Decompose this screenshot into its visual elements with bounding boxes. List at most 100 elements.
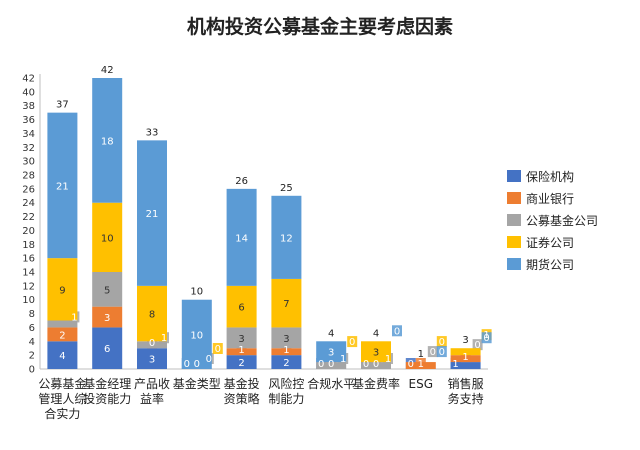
- bar-value-label: 0: [215, 344, 221, 355]
- x-category-label: 投资能力: [83, 391, 131, 406]
- bar-segment: [271, 355, 302, 369]
- y-tick-label: 6: [29, 323, 35, 334]
- bar-value-label: 14: [235, 233, 248, 244]
- legend-swatch: [507, 258, 521, 270]
- y-tick-label: 30: [22, 157, 35, 168]
- bar-value-label: 18: [101, 136, 114, 147]
- x-category-label: 风险控: [268, 376, 304, 391]
- bar-value-label: 1: [385, 354, 391, 365]
- bar-value-label: 0: [206, 354, 212, 365]
- x-category-label: 基金经理: [83, 376, 131, 391]
- bar-segment: [137, 285, 167, 342]
- x-category-label: 公募基金: [38, 376, 86, 391]
- legend-label: 商业银行: [526, 191, 574, 206]
- bar-value-label: 2: [59, 330, 65, 341]
- bar-total-label: 37: [56, 100, 69, 111]
- bar-value-label: 1: [283, 345, 289, 356]
- y-tick-label: 22: [22, 212, 35, 223]
- y-tick-label: 0: [29, 365, 35, 376]
- zero-value-chip: [392, 325, 402, 337]
- bar-segment: [47, 327, 78, 342]
- legend-label: 期货公司: [526, 257, 574, 272]
- bar-segment: [450, 362, 481, 369]
- bar-value-label: 8: [149, 310, 155, 321]
- y-tick-label: 20: [22, 226, 35, 237]
- y-tick-label: 10: [22, 295, 35, 306]
- y-tick-label: 40: [22, 87, 35, 98]
- zero-value-chip: [347, 336, 358, 348]
- y-tick-label: 2: [29, 351, 35, 362]
- bar-value-label: 0: [408, 359, 414, 370]
- bar-value-label: 3: [373, 348, 379, 359]
- y-tick-label: 42: [22, 74, 35, 85]
- bar-value-label: 0: [363, 359, 369, 370]
- bar-layer: [47, 78, 492, 369]
- bar-value-label: 7: [283, 299, 289, 310]
- zero-value-chip: [436, 346, 447, 358]
- bar-total-label: 10: [190, 287, 203, 298]
- bar-value-label: 0: [483, 333, 489, 344]
- bar-value-label: 2: [283, 358, 289, 369]
- x-category-label: 务支持: [448, 391, 484, 406]
- y-tick-label: 24: [22, 198, 35, 209]
- bar-segment: [271, 195, 302, 279]
- bar-segment: [361, 341, 391, 363]
- zero-value-chip: [427, 346, 438, 358]
- bar-value-label: 1: [161, 333, 167, 344]
- bar-segment: [137, 348, 167, 369]
- bar-segment: [92, 78, 123, 203]
- bar-value-label: 3: [238, 334, 244, 345]
- bar-segment: [47, 320, 78, 328]
- bar-segment: [226, 285, 257, 328]
- x-category-label: 管理人综: [38, 391, 86, 406]
- bar-segment: [92, 202, 123, 272]
- bar-segment: [361, 362, 391, 369]
- legend-label: 公募基金公司: [526, 213, 598, 228]
- legend-swatch: [507, 192, 521, 204]
- bar-value-label: 2: [238, 358, 244, 369]
- legend-swatch: [507, 170, 521, 182]
- axis-layer: 024681012141618202224262830323436384042公…: [22, 74, 488, 421]
- bar-segment: [47, 341, 78, 369]
- zero-value-chip: [236, 344, 247, 356]
- bar-total-label: 33: [146, 127, 159, 138]
- bar-value-label: 5: [104, 285, 110, 296]
- y-tick-label: 38: [22, 101, 35, 112]
- bar-value-label: 0: [474, 340, 480, 351]
- x-category-label: 合规水平: [307, 376, 355, 391]
- bar-segment: [271, 278, 302, 328]
- y-tick-label: 14: [22, 268, 35, 279]
- bar-value-label: 0: [430, 347, 436, 358]
- bar-value-label: 3: [104, 313, 110, 324]
- legend-label: 证券公司: [526, 235, 574, 250]
- bar-segment: [226, 327, 257, 349]
- zero-value-chip: [450, 358, 461, 369]
- x-category-label: 基金类型: [173, 376, 221, 391]
- x-category-label: ESG: [409, 377, 434, 391]
- y-tick-label: 34: [22, 129, 35, 140]
- bar-segment: [47, 258, 78, 321]
- bar-value-label: 1: [340, 354, 346, 365]
- bar-segment: [92, 327, 123, 369]
- bar-total-label: 1: [418, 349, 424, 360]
- y-tick-label: 32: [22, 143, 35, 154]
- bar-value-label: 1: [71, 312, 77, 323]
- bar-segment: [137, 140, 167, 286]
- chart-title: 机构投资公募基金主要考虑因素: [187, 15, 453, 38]
- bar-value-label: 0: [194, 359, 200, 370]
- bar-value-label: 0: [328, 359, 334, 370]
- x-category-label: 销售服: [448, 376, 484, 391]
- bar-value-label: 1: [452, 359, 458, 370]
- y-tick-label: 36: [22, 115, 35, 126]
- x-category-label: 基金投: [224, 376, 260, 391]
- x-category-label: 制能力: [268, 392, 304, 406]
- y-tick-label: 28: [22, 171, 35, 182]
- bar-value-label: 0: [184, 359, 190, 370]
- bar-total-label: 26: [235, 176, 248, 187]
- bar-segment: [137, 341, 167, 349]
- bar-value-label: 0: [373, 359, 379, 370]
- bar-value-label: 10: [190, 330, 203, 341]
